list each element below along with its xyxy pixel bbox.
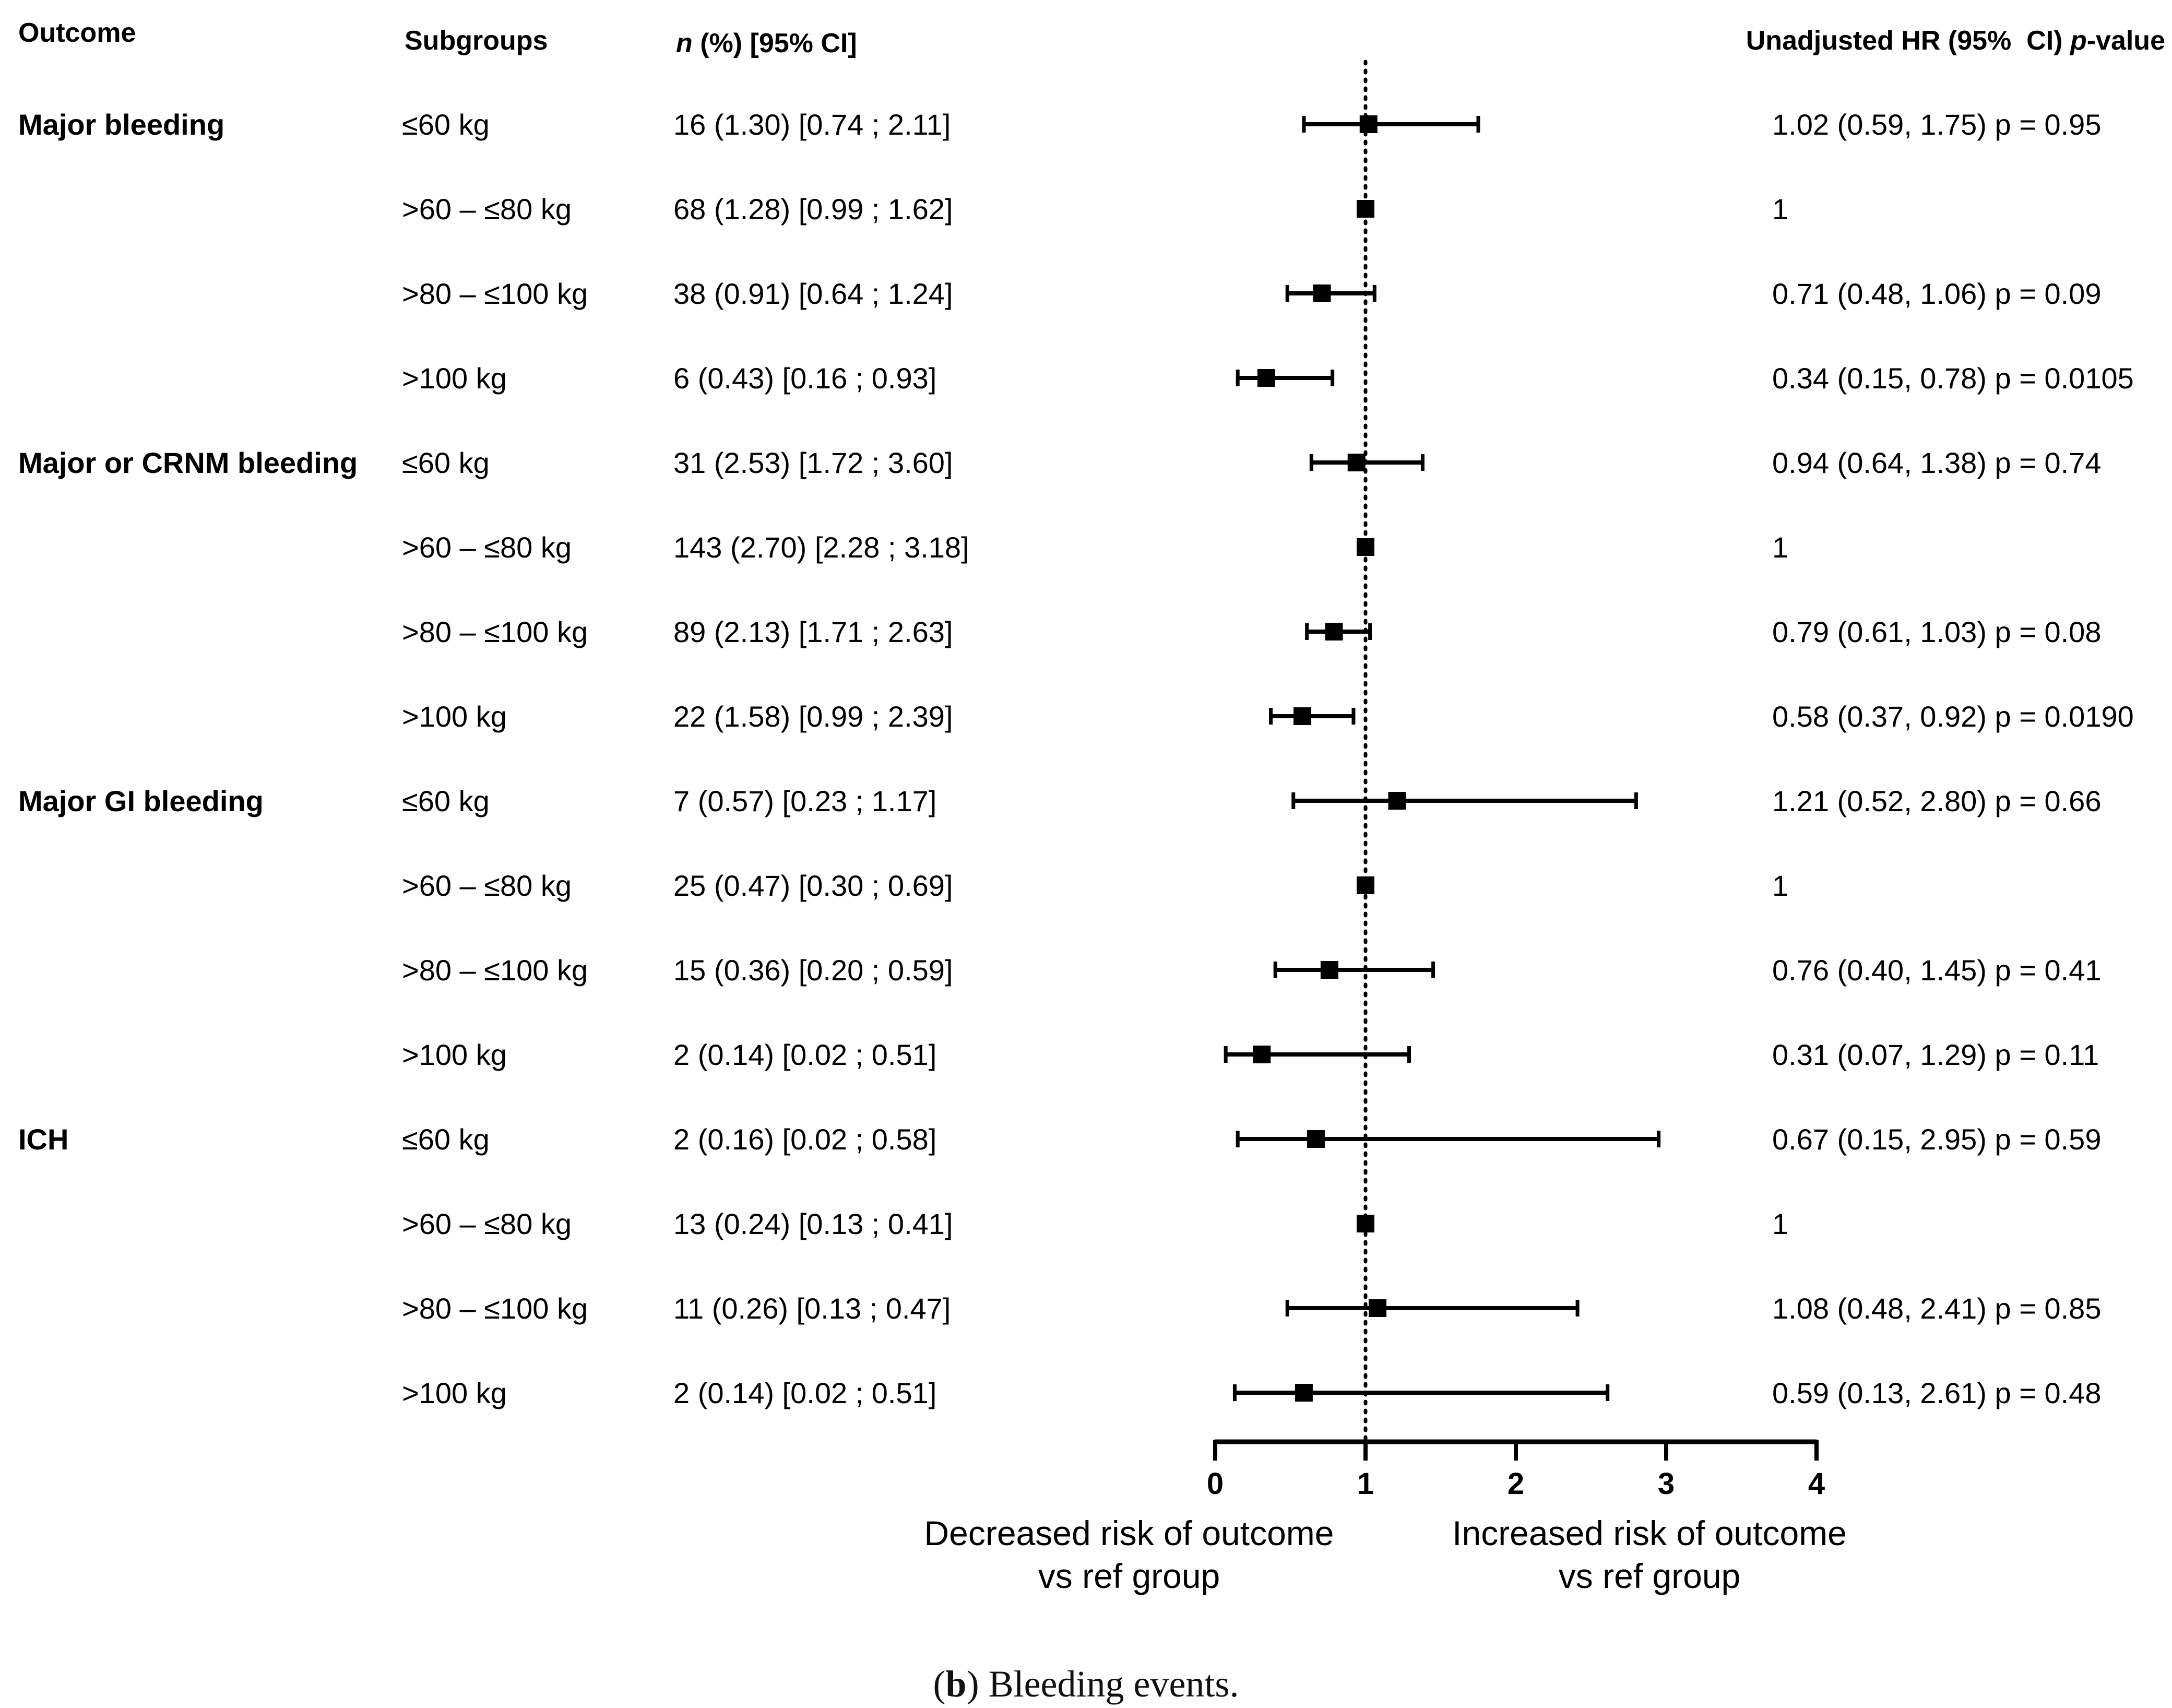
subgroup-label: >80 – ≤100 kg — [402, 615, 588, 648]
n-ci-value: 2 (0.14) [0.02 ; 0.51] — [673, 1377, 936, 1409]
hr-value: 0.94 (0.64, 1.38) p = 0.74 — [1772, 446, 2101, 479]
tick-label: 4 — [1808, 1467, 1825, 1501]
hr-point — [1369, 1299, 1387, 1317]
tick-label: 1 — [1357, 1467, 1374, 1501]
hr-value: 0.31 (0.07, 1.29) p = 0.11 — [1772, 1038, 2099, 1071]
header-hr-pvalue: Unadjusted HR (95% CI) p-value — [1746, 26, 2165, 56]
subgroup-label: >60 – ≤80 kg — [402, 1207, 572, 1240]
hr-value: 1.02 (0.59, 1.75) p = 0.95 — [1772, 108, 2101, 141]
subgroup-label: ≤60 kg — [402, 446, 490, 479]
hr-point — [1357, 1215, 1374, 1232]
plot-marks — [1224, 115, 1661, 1402]
axis-label-decreased: vs ref group — [1038, 1557, 1220, 1595]
n-ci-value: 2 (0.16) [0.02 ; 0.58] — [673, 1123, 936, 1156]
header-subgroups: Subgroups — [405, 26, 548, 56]
subgroup-label: >80 – ≤100 kg — [402, 1292, 588, 1325]
n-ci-value: 68 (1.28) [0.99 ; 1.62] — [673, 193, 953, 226]
hr-point — [1325, 623, 1343, 640]
hr-value: 1.21 (0.52, 2.80) p = 0.66 — [1772, 785, 2101, 817]
subgroup-label: >100 kg — [402, 1038, 507, 1071]
column-headers: Outcome Subgroups n (%) [95% CI] Unadjus… — [18, 18, 2165, 58]
hr-point — [1253, 1046, 1271, 1063]
group-label: Major or CRNM bleeding — [18, 446, 358, 479]
caption-text: Bleeding events. — [988, 1663, 1239, 1705]
subgroup-label: >100 kg — [402, 1377, 507, 1409]
hr-value: 1 — [1772, 193, 1788, 226]
hr-point — [1357, 876, 1374, 894]
group-label: ICH — [18, 1123, 68, 1156]
caption-letter: b — [945, 1663, 967, 1705]
plot-area: 0 1 2 3 4 Decreased risk of outcome vs ref gro… — [924, 60, 1847, 1595]
hr-point — [1293, 707, 1312, 725]
subgroup-label: >60 – ≤80 kg — [402, 869, 572, 902]
group-label: Major bleeding — [18, 108, 224, 141]
subgroup-label: >100 kg — [402, 700, 507, 733]
tick-label: 3 — [1658, 1467, 1675, 1501]
n-ci-value: 6 (0.43) [0.16 ; 0.93] — [673, 362, 936, 395]
subgroup-label: >80 – ≤100 kg — [402, 954, 588, 987]
n-ci-value: 22 (1.58) [0.99 ; 2.39] — [673, 700, 953, 733]
subgroup-label: ≤60 kg — [402, 785, 490, 817]
n-ci-value: 31 (2.53) [1.72 ; 3.60] — [673, 446, 953, 479]
hr-value: 1 — [1772, 531, 1788, 564]
hr-value: 1 — [1772, 1207, 1788, 1240]
hr-point — [1307, 1130, 1325, 1148]
hr-value: 1 — [1772, 869, 1788, 902]
hr-point — [1357, 538, 1374, 556]
n-ci-value: 89 (2.13) [1.71 ; 2.63] — [673, 615, 953, 648]
subgroup-label: ≤60 kg — [402, 108, 490, 141]
tick-label: 2 — [1508, 1467, 1524, 1501]
n-ci-value: 11 (0.26) [0.13 ; 0.47] — [673, 1292, 951, 1325]
hr-point — [1313, 284, 1331, 302]
subgroup-label: >60 – ≤80 kg — [402, 193, 572, 226]
hr-value: 1.08 (0.48, 2.41) p = 0.85 — [1772, 1292, 2101, 1325]
n-ci-value: 25 (0.47) [0.30 ; 0.69] — [673, 869, 953, 902]
forest-plot: Outcome Subgroups n (%) [95% CI] Unadjus… — [18, 18, 2165, 1595]
hr-value: 0.79 (0.61, 1.03) p = 0.08 — [1772, 615, 2101, 648]
subgroup-label: >80 – ≤100 kg — [402, 277, 588, 310]
subgroup-label: ≤60 kg — [402, 1123, 490, 1156]
header-outcome: Outcome — [18, 18, 136, 48]
n-ci-value: 2 (0.14) [0.02 ; 0.51] — [673, 1038, 936, 1071]
n-ci-value: 38 (0.91) [0.64 ; 1.24] — [673, 277, 953, 310]
subgroup-label: >100 kg — [402, 362, 507, 395]
hr-point — [1388, 792, 1406, 810]
hr-point — [1359, 115, 1378, 133]
group-label: Major GI bleeding — [18, 785, 264, 817]
hr-point — [1320, 961, 1338, 979]
n-ci-value: 13 (0.24) [0.13 ; 0.41] — [673, 1207, 953, 1240]
hr-point — [1257, 369, 1275, 387]
hr-value: 0.58 (0.37, 0.92) p = 0.0190 — [1772, 700, 2134, 733]
header-n-ci: n (%) [95% CI] — [676, 28, 857, 58]
axis-label-increased: vs ref group — [1559, 1557, 1741, 1595]
hr-value: 0.67 (0.15, 2.95) p = 0.59 — [1772, 1123, 2101, 1156]
table-rows: Major bleeding ≤60 kg 16 (1.30) [0.74 ; 2.… — [18, 108, 2134, 1409]
hr-point — [1357, 200, 1374, 218]
hr-value: 0.34 (0.15, 0.78) p = 0.0105 — [1772, 362, 2134, 395]
hr-value: 0.71 (0.48, 1.06) p = 0.09 — [1772, 277, 2101, 310]
tick-label: 0 — [1207, 1467, 1224, 1501]
subgroup-label: >60 – ≤80 kg — [402, 531, 572, 564]
figure-caption: (b) Bleeding events. — [933, 1663, 1239, 1705]
axis-label-increased: Increased risk of outcome — [1452, 1514, 1847, 1552]
x-axis: 0 1 2 3 4 Decreased risk of outcome vs ref gro… — [924, 1439, 1847, 1595]
hr-value: 0.59 (0.13, 2.61) p = 0.48 — [1772, 1377, 2101, 1409]
hr-point — [1295, 1384, 1313, 1402]
n-ci-value: 143 (2.70) [2.28 ; 3.18] — [673, 531, 969, 564]
n-ci-value: 15 (0.36) [0.20 ; 0.59] — [673, 954, 953, 987]
hr-value: 0.76 (0.40, 1.45) p = 0.41 — [1772, 954, 2101, 987]
n-ci-value: 16 (1.30) [0.74 ; 2.11] — [673, 108, 951, 141]
n-ci-value: 7 (0.57) [0.23 ; 1.17] — [673, 785, 936, 817]
hr-point — [1347, 454, 1366, 471]
axis-label-decreased: Decreased risk of outcome — [924, 1514, 1334, 1552]
